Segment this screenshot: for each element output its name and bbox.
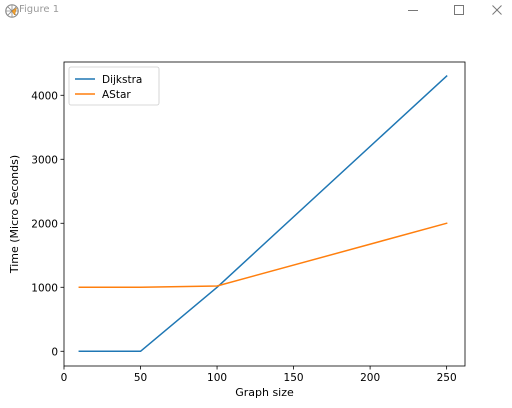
axes-frame	[64, 62, 465, 366]
y-tick-label: 4000	[31, 90, 58, 102]
series-line-astar	[79, 223, 446, 287]
maximize-button[interactable]	[444, 0, 474, 20]
figure-canvas: 0 50 100 150 200 250 0 1000 2000 3000 4000 Graph si…	[0, 22, 512, 404]
x-tick-label: 50	[134, 372, 147, 384]
minimize-button[interactable]	[398, 0, 428, 20]
close-button[interactable]	[482, 0, 512, 20]
app-icon	[4, 3, 20, 19]
x-axis-label: Graph size	[235, 386, 294, 399]
y-tick-label: 0	[51, 346, 58, 358]
y-tick-label: 2000	[31, 218, 58, 230]
line-chart: 0 50 100 150 200 250 0 1000 2000 3000 4000 Graph si…	[0, 22, 512, 404]
minimize-icon	[407, 4, 419, 16]
close-icon	[491, 4, 503, 16]
window-titlebar: Figure 1	[0, 0, 512, 22]
x-tick-label: 100	[207, 372, 227, 384]
x-tick-label: 150	[284, 372, 304, 384]
maximize-icon	[453, 4, 465, 16]
series-line-dijkstra	[79, 76, 446, 351]
y-tick-label: 3000	[31, 154, 58, 166]
legend-label-astar: AStar	[102, 89, 131, 101]
x-tick-label: 200	[360, 372, 380, 384]
y-tick-label: 1000	[31, 282, 58, 294]
x-tick-label: 250	[437, 372, 457, 384]
y-axis-label: Time (Micro Seconds)	[8, 155, 21, 274]
legend-label-dijkstra: Dijkstra	[102, 74, 142, 86]
window-title: Figure 1	[19, 4, 59, 15]
x-tick-label: 0	[61, 372, 68, 384]
